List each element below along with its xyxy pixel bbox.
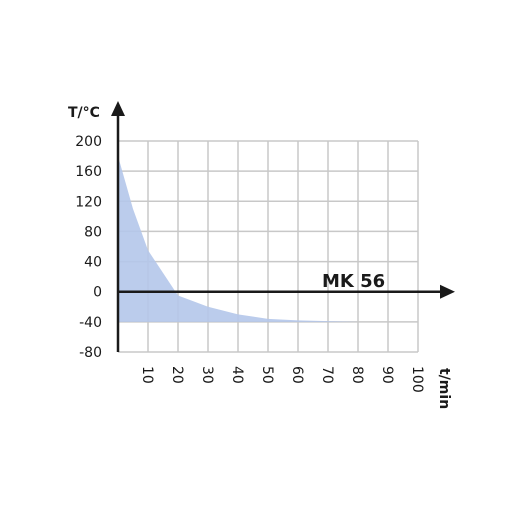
y-axis-title: T/°C	[68, 105, 100, 121]
y-axis-arrow-icon	[111, 101, 125, 116]
x-axis-arrow-icon	[440, 284, 455, 299]
y-tick-label-7: -80	[79, 345, 102, 361]
y-tick-label-2: 120	[75, 194, 102, 210]
y-tick-label-1: 160	[75, 164, 102, 180]
y-tick-labels: 200 160 120 80 40 0 -40 -80	[75, 134, 102, 361]
x-tick-label-4: 50	[259, 366, 275, 384]
x-tick-label-1: 20	[169, 366, 185, 384]
x-tick-label-5: 60	[289, 366, 305, 384]
x-tick-label-6: 70	[319, 366, 335, 384]
x-tick-label-8: 90	[379, 366, 395, 384]
y-tick-label-0: 200	[75, 134, 102, 150]
x-tick-label-2: 30	[199, 366, 215, 384]
x-tick-label-3: 40	[229, 366, 245, 384]
axes	[111, 101, 455, 352]
series-area-mk56	[118, 156, 358, 322]
y-tick-label-5: 0	[93, 285, 102, 301]
series-label: MK 56	[322, 271, 385, 292]
y-tick-label-4: 40	[84, 255, 102, 271]
y-tick-label-6: -40	[79, 315, 102, 331]
y-tick-label-3: 80	[84, 224, 102, 240]
area-layer	[118, 156, 358, 322]
x-tick-label-9: 100	[409, 366, 425, 393]
x-tick-label-0: 10	[139, 366, 155, 384]
x-tick-labels: 10 20 30 40 50 60 70 80 90 100	[139, 366, 425, 393]
x-tick-label-7: 80	[349, 366, 365, 384]
x-axis-title: t/min	[436, 368, 452, 409]
